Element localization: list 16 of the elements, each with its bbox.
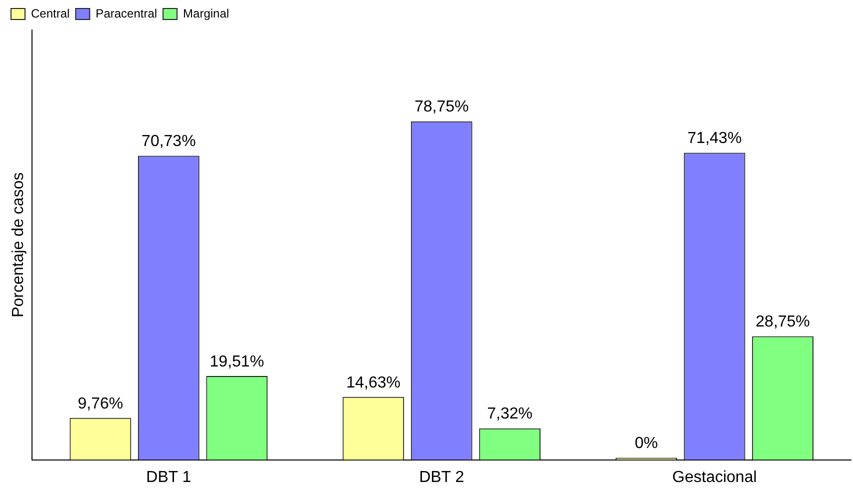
data-label: 28,75%: [756, 314, 810, 331]
data-label: 14,63%: [346, 374, 400, 392]
legend-label: Central: [31, 6, 70, 20]
data-label: 7,32%: [487, 406, 533, 423]
y-axis-title: Porcentaje de casos: [10, 172, 28, 318]
data-label: 19,51%: [210, 353, 264, 370]
legend-label: Paracentral: [96, 6, 158, 20]
x-tick-label: DBT 2: [419, 468, 464, 486]
legend-label: Marginal: [183, 6, 230, 20]
data-label: 9,76%: [78, 395, 124, 412]
data-label: 71,43%: [687, 130, 742, 148]
data-label: 70,73%: [142, 133, 196, 150]
x-tick-label: DBT 1: [146, 468, 192, 486]
x-tick-label: Gestacional: [672, 468, 757, 486]
data-label: 78,75%: [414, 98, 469, 116]
data-label: 0%: [634, 435, 658, 452]
